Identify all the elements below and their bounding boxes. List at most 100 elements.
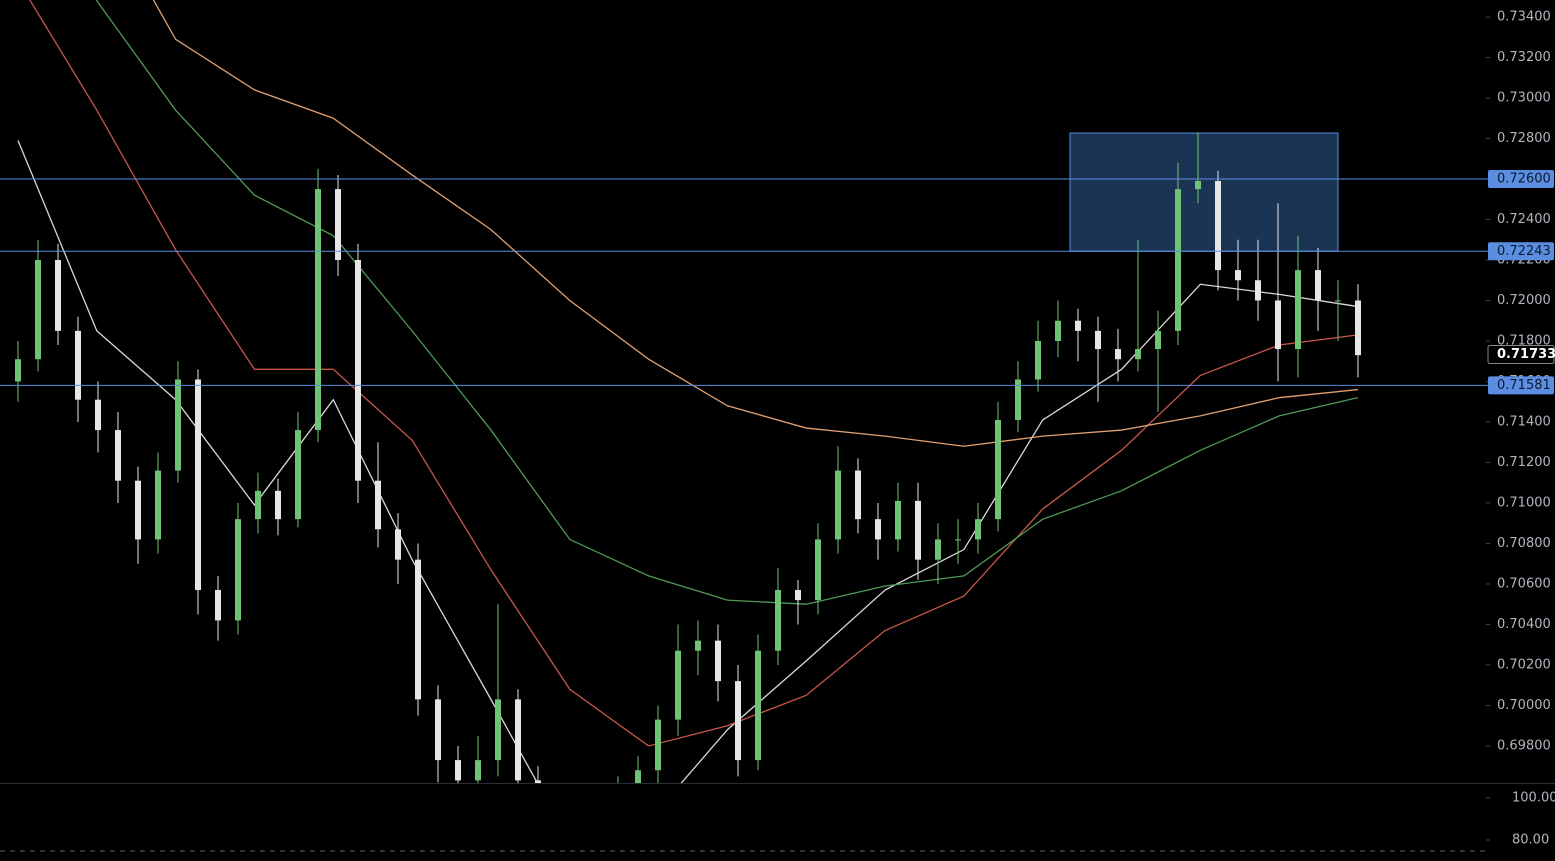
candle-body: [95, 399, 101, 431]
candle-body: [255, 490, 261, 520]
candle-body: [1115, 349, 1121, 360]
candle-body: [1255, 280, 1261, 301]
zone-box: [1069, 132, 1339, 252]
candle-body: [835, 470, 841, 540]
candle-body: [1235, 270, 1241, 281]
level-tag: [1488, 169, 1554, 188]
candle-body: [75, 330, 81, 400]
price-axis: 0.73400 0.73200 0.73000 0.72800 0.72600 0.724…: [1485, 10, 1555, 753]
candle-body: [155, 470, 161, 540]
candle-body: [695, 640, 701, 651]
candle-body: [815, 539, 821, 601]
candle-body: [515, 699, 521, 781]
level-label: 0.72600: [1497, 171, 1551, 186]
candle-body: [535, 780, 541, 783]
candle-body: [355, 259, 361, 481]
candle-body: [735, 681, 741, 761]
level-tag: [1488, 376, 1554, 395]
candle-body: [655, 719, 661, 771]
candle-body: [435, 699, 441, 761]
candle-body: [715, 640, 721, 682]
candle-body: [795, 590, 801, 601]
candle-body: [135, 480, 141, 540]
y-tick-label: 0.70600: [1497, 576, 1551, 591]
y-tick-label: 0.71200: [1497, 455, 1551, 470]
lower-pane: 100.00 80.00: [0, 790, 1555, 852]
y-tick-label: 0.70400: [1497, 617, 1551, 632]
candle-body: [1155, 330, 1161, 350]
candle-body: [775, 590, 781, 651]
y-tick-label: 0.73000: [1497, 91, 1551, 106]
candle-body: [455, 760, 461, 781]
candle-body: [915, 500, 921, 560]
candle-body: [975, 519, 981, 540]
y-tick-label: 0.71800: [1497, 333, 1551, 348]
y-tick-label: 0.71000: [1497, 495, 1551, 510]
y-tick-label: 0.72800: [1497, 131, 1551, 146]
candle-body: [1075, 320, 1081, 331]
candle-body: [1215, 181, 1221, 271]
candle-body: [935, 539, 941, 560]
candle-body: [675, 650, 681, 720]
y-tick-label: 0.73400: [1497, 10, 1551, 25]
candle-body: [315, 189, 321, 431]
candle-body: [395, 529, 401, 560]
moving-average: [95, 0, 1359, 605]
candle-body: [1095, 330, 1101, 350]
y-tick-label: 0.70200: [1497, 657, 1551, 672]
moving-average: [17, 140, 1359, 783]
level-tag: [1488, 242, 1554, 261]
candle-body: [495, 699, 501, 761]
candle-body: [755, 650, 761, 761]
y-tick-label: 0.69800: [1497, 738, 1551, 753]
candle-body: [55, 259, 61, 331]
y-tick-label: 0.70800: [1497, 536, 1551, 551]
level-label: 0.71581: [1497, 378, 1551, 393]
candle-body: [1335, 300, 1341, 302]
candle-body: [415, 559, 421, 700]
candle-body: [635, 770, 641, 783]
price-pane: [0, 0, 1485, 783]
candle-body: [1135, 349, 1141, 360]
candle-body: [895, 500, 901, 540]
candle-body: [1195, 181, 1201, 190]
moving-average: [29, 0, 1359, 747]
candle-body: [955, 539, 961, 541]
candle-body: [335, 189, 341, 260]
candle-body: [855, 470, 861, 520]
candle-body: [375, 480, 381, 530]
y-tick-label: 0.71400: [1497, 414, 1551, 429]
candle-body: [295, 430, 301, 520]
candle-body: [1295, 270, 1301, 350]
candle-body: [1175, 189, 1181, 331]
current-price-label: 0.71733: [1497, 347, 1555, 362]
candle-body: [115, 430, 121, 481]
candle-body: [1355, 300, 1361, 356]
candle-body: [1035, 340, 1041, 380]
y-tick-label: 0.70000: [1497, 698, 1551, 713]
candle-body: [275, 490, 281, 520]
candle-body: [235, 519, 241, 621]
candle-body: [475, 760, 481, 781]
moving-average: [152, 0, 1359, 447]
y-tick-label: 0.72000: [1497, 293, 1551, 308]
candle-body: [995, 419, 1001, 520]
candle-body: [195, 379, 201, 591]
candle-body: [1055, 320, 1061, 341]
candle-body: [1015, 379, 1021, 420]
y-tick-label: 80.00: [1512, 832, 1549, 847]
y-tick-label: 100.00: [1512, 790, 1555, 805]
candle-body: [1315, 270, 1321, 301]
candle-body: [175, 379, 181, 471]
candle-body: [35, 259, 41, 360]
level-label: 0.72243: [1497, 244, 1551, 259]
y-tick-label: 0.73200: [1497, 50, 1551, 65]
y-tick-label: 0.72400: [1497, 212, 1551, 227]
candle-body: [15, 359, 21, 382]
candle-body: [215, 590, 221, 621]
candle-body: [875, 519, 881, 540]
current-price-tag: [1487, 345, 1555, 365]
candle-body: [1275, 300, 1281, 350]
